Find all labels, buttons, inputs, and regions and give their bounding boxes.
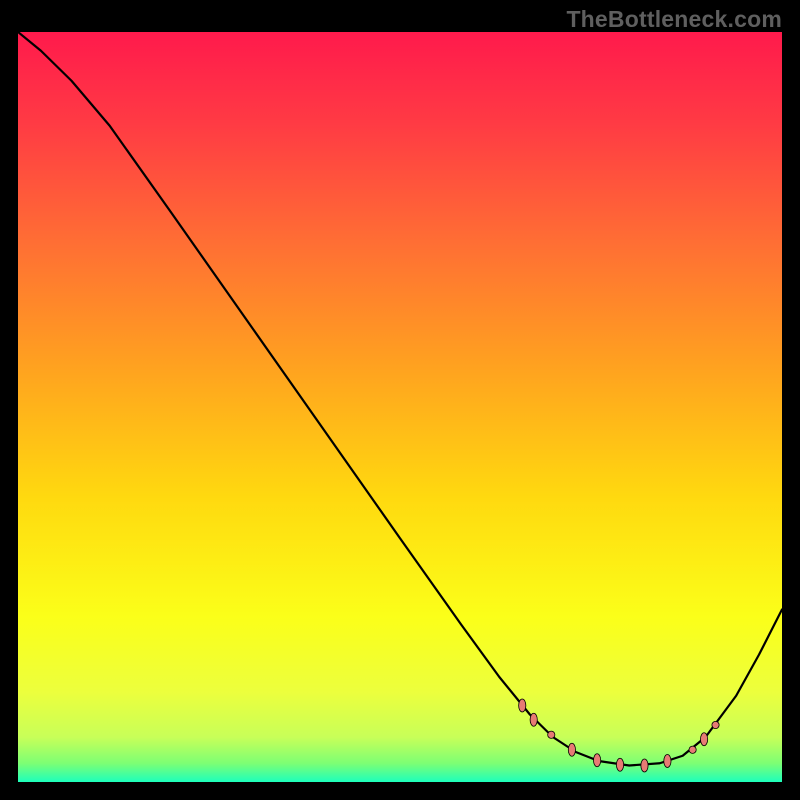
curve-marker (616, 758, 623, 771)
curve-marker (664, 755, 671, 768)
curve-marker (519, 699, 526, 712)
curve-marker (568, 743, 575, 756)
plot-area (18, 32, 782, 782)
curve-marker (700, 733, 707, 746)
chart-svg (18, 32, 782, 782)
curve-marker (689, 746, 696, 753)
curve-marker (530, 713, 537, 726)
gradient-background (18, 32, 782, 782)
curve-marker (594, 754, 601, 767)
watermark-text: TheBottleneck.com (566, 6, 782, 33)
curve-marker (548, 731, 555, 738)
chart-frame: TheBottleneck.com (0, 0, 800, 800)
curve-marker (641, 759, 648, 772)
curve-marker (712, 721, 719, 728)
